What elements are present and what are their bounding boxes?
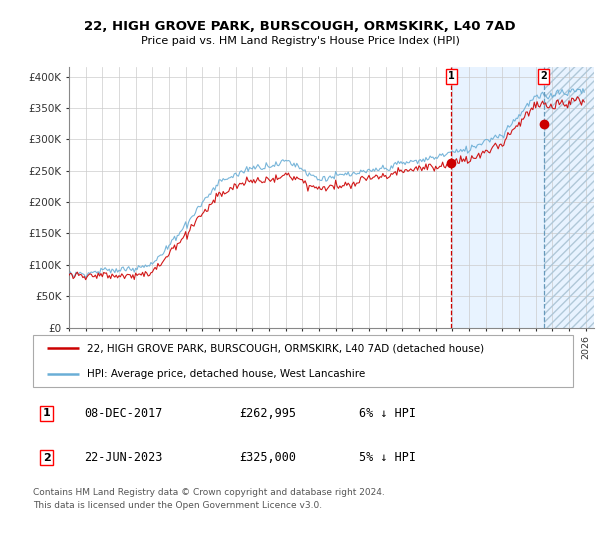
Text: 1: 1 [43, 408, 50, 418]
Text: 2: 2 [43, 453, 50, 463]
Text: 22, HIGH GROVE PARK, BURSCOUGH, ORMSKIRK, L40 7AD (detached house): 22, HIGH GROVE PARK, BURSCOUGH, ORMSKIRK… [88, 343, 484, 353]
FancyBboxPatch shape [33, 335, 573, 387]
Bar [544, 67, 594, 328]
Bar [451, 67, 594, 328]
Text: 5% ↓ HPI: 5% ↓ HPI [359, 451, 416, 464]
Text: HPI: Average price, detached house, West Lancashire: HPI: Average price, detached house, West… [88, 369, 365, 379]
Text: Contains HM Land Registry data © Crown copyright and database right 2024.
This d: Contains HM Land Registry data © Crown c… [33, 488, 385, 510]
Text: 22, HIGH GROVE PARK, BURSCOUGH, ORMSKIRK, L40 7AD: 22, HIGH GROVE PARK, BURSCOUGH, ORMSKIRK… [84, 20, 516, 32]
Text: Price paid vs. HM Land Registry's House Price Index (HPI): Price paid vs. HM Land Registry's House … [140, 36, 460, 46]
Text: 6% ↓ HPI: 6% ↓ HPI [359, 407, 416, 420]
Text: £262,995: £262,995 [239, 407, 296, 420]
Text: 08-DEC-2017: 08-DEC-2017 [85, 407, 163, 420]
Text: 1: 1 [448, 71, 455, 81]
Text: 22-JUN-2023: 22-JUN-2023 [85, 451, 163, 464]
Text: £325,000: £325,000 [239, 451, 296, 464]
Text: 2: 2 [540, 71, 547, 81]
